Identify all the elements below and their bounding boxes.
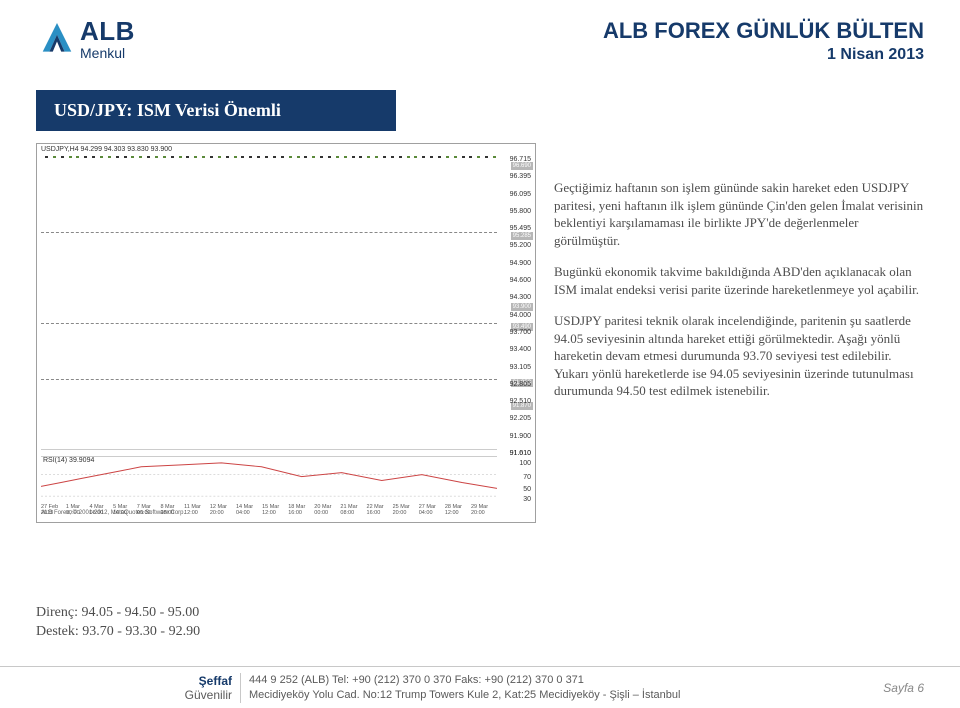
price-tick: 96.095 — [510, 191, 531, 198]
price-tick: 96.395 — [510, 173, 531, 180]
rsi-tick: 30 — [523, 496, 531, 503]
rsi-panel — [41, 456, 497, 504]
page-header: ALB Menkul ALB FOREX GÜNLÜK BÜLTEN 1 Nis… — [0, 0, 960, 72]
date-tick: 15 Mar 12:00 — [262, 504, 288, 516]
rsi-tick: 91.010 — [510, 450, 531, 457]
chart-footer: ALB Forex, © 2001-2012, MetaQuotes Softw… — [41, 510, 497, 516]
date-tick: 8 Mar 08:00 — [160, 504, 184, 516]
rsi-tick: 50 — [523, 486, 531, 493]
date-tick: 28 Mar 12:00 — [445, 504, 471, 516]
chart-level-line — [41, 323, 497, 324]
date-tick: 14 Mar 04:00 — [236, 504, 262, 516]
header-right: ALB FOREX GÜNLÜK BÜLTEN 1 Nisan 2013 — [603, 18, 924, 64]
date-tick: 20 Mar 00:00 — [314, 504, 340, 516]
content-row: USDJPY,H4 94.299 94.303 93.830 93.900 96… — [0, 131, 960, 523]
price-tick: 95.495 — [510, 225, 531, 232]
analysis-text: Geçtiğimiz haftanın son işlem gününde sa… — [554, 143, 924, 523]
price-tick: 95.200 — [510, 242, 531, 249]
rsi-tick: 70 — [523, 474, 531, 481]
date-tick: 11 Mar 12:00 — [184, 504, 210, 516]
date-tick: 12 Mar 20:00 — [210, 504, 236, 516]
footer-seffaf: Şeffaf — [0, 674, 232, 688]
price-tick: 93.400 — [510, 346, 531, 353]
footer-phone: 444 9 252 (ALB) Tel: +90 (212) 370 0 370… — [249, 673, 883, 687]
price-tick: 94.000 — [510, 312, 531, 319]
price-tick: 92.510 — [510, 398, 531, 405]
chart-candle-area: 96.69095.28593.90093.49091.95391.870 — [41, 156, 497, 450]
footer-guvenilir: Güvenilir — [0, 688, 232, 702]
price-tick: 92.205 — [510, 415, 531, 422]
date-tick: 27 Mar 04:00 — [419, 504, 445, 516]
price-tick: 94.900 — [510, 260, 531, 267]
date-tick: 22 Mar 16:00 — [367, 504, 393, 516]
date-tick: 29 Mar 20:00 — [471, 504, 497, 516]
page-footer: Şeffaf Güvenilir 444 9 252 (ALB) Tel: +9… — [0, 666, 960, 708]
price-tick: 91.900 — [510, 433, 531, 440]
logo-icon — [36, 18, 78, 60]
chart-symbol-label: USDJPY,H4 94.299 94.303 93.830 93.900 — [41, 146, 172, 153]
resistance-line: Direnç: 94.05 - 94.50 - 95.00 — [36, 603, 200, 623]
support-line: Destek: 93.70 - 93.30 - 92.90 — [36, 622, 200, 642]
price-tick: 93.700 — [510, 329, 531, 336]
page-number: Sayfa 6 — [883, 681, 960, 695]
chart-date-axis: 27 Feb 20131 Mar 00:004 Mar 08:005 Mar 1… — [41, 504, 497, 516]
date-tick: 21 Mar 08:00 — [340, 504, 366, 516]
price-tick: 94.300 — [510, 294, 531, 301]
rsi-tick: 100 — [519, 460, 531, 467]
price-axis: 96.715 96.395 96.095 95.800 95.495 95.200 94.9… — [499, 156, 533, 450]
price-tick: 94.600 — [510, 277, 531, 284]
date-tick: 1 Mar 00:00 — [66, 504, 90, 516]
price-tick: 92.805 — [510, 381, 531, 388]
price-tick: 93.105 — [510, 364, 531, 371]
support-resistance: Direnç: 94.05 - 94.50 - 95.00 Destek: 93… — [36, 603, 200, 642]
analysis-p1: Geçtiğimiz haftanın son işlem gününde sa… — [554, 179, 924, 249]
date-tick: 7 Mar 00:00 — [137, 504, 161, 516]
analysis-p2: Bugünkü ekonomik takvime bakıldığında AB… — [554, 263, 924, 298]
price-tick: 95.800 — [510, 208, 531, 215]
section-title-bar: USD/JPY: ISM Verisi Önemli — [36, 90, 396, 131]
price-chart: USDJPY,H4 94.299 94.303 93.830 93.900 96… — [36, 143, 536, 523]
logo: ALB Menkul — [36, 18, 135, 60]
date-tick: 25 Mar 20:00 — [393, 504, 419, 516]
chart-level-line — [41, 232, 497, 233]
logo-alb-text: ALB — [80, 18, 135, 44]
date-tick: 4 Mar 08:00 — [90, 504, 114, 516]
date-tick: 5 Mar 16:00 — [113, 504, 137, 516]
logo-menkul-text: Menkul — [80, 46, 135, 60]
bulletin-title: ALB FOREX GÜNLÜK BÜLTEN — [603, 18, 924, 44]
analysis-p3: USDJPY paritesi teknik olarak incelendiğ… — [554, 312, 924, 400]
footer-contact: 444 9 252 (ALB) Tel: +90 (212) 370 0 370… — [241, 673, 883, 702]
chart-level-line — [41, 379, 497, 380]
date-tick: 18 Mar 16:00 — [288, 504, 314, 516]
rsi-axis: 91.010100705030 — [499, 456, 533, 504]
bulletin-date: 1 Nisan 2013 — [603, 46, 924, 64]
date-tick: 27 Feb 2013 — [41, 504, 66, 516]
footer-address: Mecidiyeköy Yolu Cad. No:12 Trump Towers… — [249, 688, 883, 702]
footer-left: Şeffaf Güvenilir — [0, 674, 240, 702]
price-tick: 96.715 — [510, 156, 531, 163]
